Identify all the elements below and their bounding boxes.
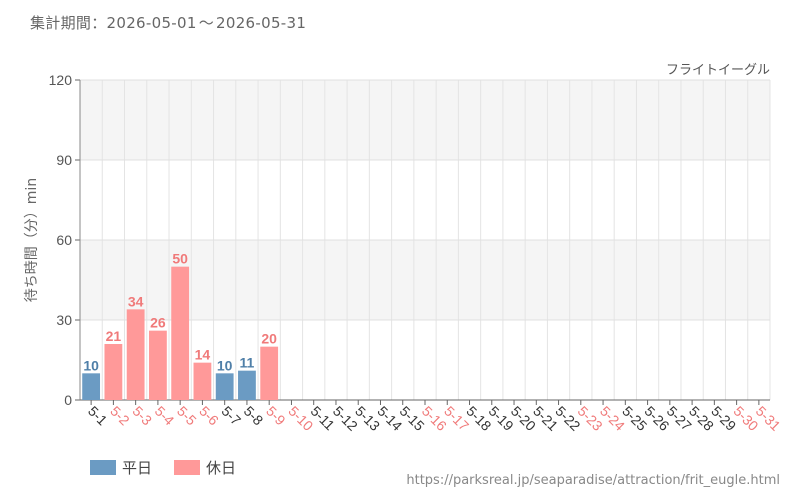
x-tick-label: 5-6 bbox=[196, 403, 222, 429]
y-band bbox=[80, 80, 770, 160]
y-tick-label: 30 bbox=[56, 312, 72, 328]
x-tick-label: 5-31 bbox=[753, 403, 784, 434]
legend-item-weekday[interactable]: 平日 bbox=[90, 457, 152, 478]
bar-value-label: 21 bbox=[106, 328, 122, 344]
y-axis-title: 待ち時間（分）min bbox=[24, 178, 40, 302]
bar-value-label: 50 bbox=[172, 251, 188, 267]
x-tick-label: 5-3 bbox=[130, 403, 156, 429]
legend-item-holiday[interactable]: 休日 bbox=[174, 457, 236, 478]
y-tick-label: 0 bbox=[64, 392, 72, 408]
bar bbox=[82, 373, 101, 400]
period-label: 集計期間 bbox=[30, 14, 92, 32]
x-tick-label: 5-1 bbox=[85, 403, 111, 429]
x-tick-label: 5-7 bbox=[219, 403, 245, 429]
x-tick-label: 5-5 bbox=[174, 403, 200, 429]
period-separator: ： bbox=[91, 14, 107, 32]
y-tick-label: 90 bbox=[56, 152, 72, 168]
bar-value-label: 11 bbox=[240, 355, 255, 371]
period-start-date: 2026-05-01 bbox=[106, 14, 197, 32]
bar-value-label: 34 bbox=[128, 293, 144, 309]
bar bbox=[215, 373, 234, 400]
y-band bbox=[80, 240, 770, 320]
collection-period: 集計期間：2026-05-01 〜 2026-05-31 bbox=[30, 12, 306, 33]
bar-value-label: 26 bbox=[150, 315, 166, 331]
legend-label-holiday: 休日 bbox=[206, 459, 237, 477]
chart-title: フライトイーグル bbox=[666, 63, 770, 78]
bar-value-label: 14 bbox=[195, 347, 211, 363]
period-end-date: 2026-05-31 bbox=[216, 14, 307, 32]
source-url: https://parksreal.jp/seaparadise/attract… bbox=[406, 473, 780, 488]
bar-value-label: 20 bbox=[261, 331, 277, 347]
bar-value-label: 10 bbox=[217, 357, 233, 373]
bar bbox=[149, 330, 167, 400]
x-tick-label: 5-8 bbox=[241, 403, 267, 429]
bar bbox=[260, 346, 279, 400]
chart-legend: 平日 休日 bbox=[90, 457, 236, 478]
bar bbox=[193, 362, 212, 400]
x-tick-label: 5-4 bbox=[152, 403, 178, 429]
x-tick-label: 5-9 bbox=[263, 403, 289, 429]
legend-swatch-weekday bbox=[90, 460, 116, 475]
x-tick-label: 5-11 bbox=[308, 403, 339, 434]
bar bbox=[238, 370, 256, 400]
y-tick-label: 120 bbox=[49, 72, 73, 88]
period-range-mark: 〜 bbox=[198, 14, 215, 32]
bar bbox=[171, 266, 190, 400]
bar bbox=[126, 309, 145, 400]
legend-label-weekday: 平日 bbox=[122, 459, 153, 477]
legend-swatch-holiday bbox=[174, 460, 201, 475]
bar-value-label: 10 bbox=[83, 357, 99, 373]
y-tick-label: 60 bbox=[56, 232, 72, 248]
x-tick-label: 5-2 bbox=[107, 403, 133, 429]
bar bbox=[104, 344, 123, 400]
